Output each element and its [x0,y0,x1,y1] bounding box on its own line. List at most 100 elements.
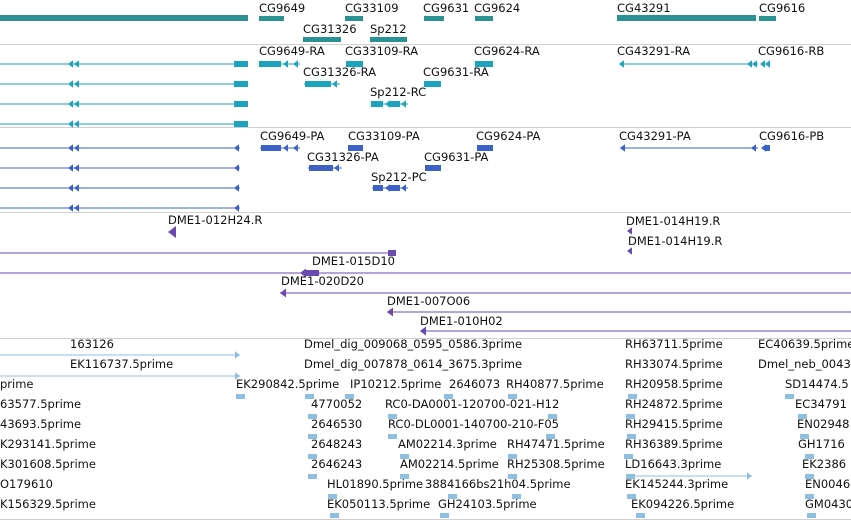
est-label[interactable]: RH25308.5prime [507,457,605,471]
clone-glyph [300,268,306,278]
protein-label[interactable]: CG9649-PA [260,129,325,143]
clone-label[interactable]: DME1-015D10 [312,254,395,268]
transcript-label[interactable]: CG43291-RA [617,44,691,58]
clone-label[interactable]: DME1-012H24.R [168,213,263,227]
est-label[interactable]: 163126 [70,337,114,351]
protein-label[interactable]: CG43291-PA [619,129,691,143]
est-glyph [388,414,397,419]
clone-glyph [387,307,393,317]
gene-glyph [345,16,363,21]
est-label[interactable]: IP10212.5prime [350,377,442,391]
transcript-label[interactable]: CG33109-RA [345,44,419,58]
est-label[interactable]: EK290842.5prime [236,377,340,391]
transcript-label[interactable]: CG31326-RA [303,65,377,79]
est-label[interactable]: RC0-DL0001-140700-210-F05 [388,417,559,431]
est-label[interactable]: 3884166bs21h04.5prime [425,477,571,491]
transcript-exon [234,121,248,127]
est-label[interactable]: EN02948 [797,417,850,431]
protein-exon [373,185,383,191]
strand-arrow [760,60,765,68]
est-label[interactable]: Dmel_neb_0043 [758,357,851,371]
est-label[interactable]: RC0-DA0001-120700-021-H12 [385,397,560,411]
strand-arrow [401,100,406,108]
est-label[interactable]: 43693.5prime [0,417,82,431]
gene-label[interactable]: CG9624 [474,1,521,15]
protein-label[interactable]: Sp212-PC [371,170,427,184]
strand-arrow [74,144,79,152]
est-label[interactable]: GH1716 [798,437,845,451]
est-label[interactable]: RH36389.5prime [625,437,723,451]
est-label[interactable]: EC40639.5prime [758,337,851,351]
est-glyph [512,494,521,499]
est-label[interactable]: K301608.5prime [0,457,96,471]
track-divider [0,212,851,213]
clone-label[interactable]: DME1-010H02 [420,314,503,328]
est-label[interactable]: 63577.5prime [0,397,82,411]
gene-label[interactable]: CG31326 [303,22,357,36]
track-divider [0,44,851,45]
est-label[interactable]: 2646530 [311,417,363,431]
transcript-label[interactable]: CG9624-RA [474,44,540,58]
est-label[interactable]: EK050113.5prime [327,497,431,511]
est-label[interactable]: HL01890.5prime [327,477,424,491]
est-glyph [440,513,449,518]
est-label[interactable]: EK2386 [802,457,847,471]
protein-label[interactable]: CG9624-PA [476,129,541,143]
clone-label[interactable]: DME1-014H19.R [628,234,723,248]
est-label[interactable]: EK145244.3prime [625,477,729,491]
est-label[interactable]: Dmel_dig_009068_0595_0586.3prime [304,337,523,351]
transcript-label[interactable]: CG9649-RA [259,44,325,58]
est-glyph [308,434,317,439]
est-label[interactable]: RH47471.5prime [507,437,605,451]
est-glyph [805,474,814,479]
gene-label[interactable]: Sp212 [370,22,407,36]
gene-label[interactable]: CG33109 [345,1,399,15]
est-label[interactable]: 2648243 [311,437,363,451]
est-label[interactable]: RH33074.5prime [625,357,723,371]
transcript-label[interactable]: CG9631-RA [423,65,489,79]
est-label[interactable]: 2646073 [449,377,501,391]
est-label[interactable]: EN0046 [805,477,851,491]
clone-label[interactable]: DME1-007O06 [387,294,471,308]
gene-label[interactable]: CG9616 [759,1,806,15]
est-label[interactable]: LD16643.3prime [625,457,722,471]
est-label[interactable]: 4770052 [311,397,363,411]
est-label[interactable]: K293141.5prime [0,437,96,451]
est-label[interactable]: GH24103.5prime [438,497,537,511]
est-label[interactable]: RH40877.5prime [506,377,604,391]
est-label[interactable]: Dmel_dig_007878_0614_3675.3prime [304,357,523,371]
transcript-label[interactable]: CG9616-RB [758,44,825,58]
est-label[interactable]: EK094226.5prime [631,497,735,511]
gene-label[interactable]: CG43291 [617,1,671,15]
est-label[interactable]: AM02214.3prime [398,437,497,451]
strand-arrow [68,120,73,128]
est-label[interactable]: AM02214.5prime [400,457,499,471]
est-label[interactable]: EC34791 [795,397,847,411]
clone-label[interactable]: DME1-014H19.R [626,214,721,228]
protein-label[interactable]: CG9616-PB [759,129,825,143]
est-glyph [636,513,645,518]
transcript-label[interactable]: Sp212-RC [370,85,427,99]
protein-label[interactable]: CG31326-PA [307,150,379,164]
strand-arrow [74,184,79,192]
est-glyph [508,474,517,479]
gene-label[interactable]: CG9631 [423,1,470,15]
est-label[interactable]: 2646243 [311,457,363,471]
est-label[interactable]: RH20958.5prime [625,377,723,391]
est-glyph [546,434,555,439]
est-label[interactable]: K156329.5prime [0,497,96,511]
est-label[interactable]: SD14474.5 [785,377,849,391]
est-label[interactable]: RH24872.5prime [625,397,723,411]
clone-label[interactable]: DME1-020D20 [281,274,364,288]
protein-label[interactable]: CG9631-PA [424,150,489,164]
est-label[interactable]: RH29415.5prime [625,417,723,431]
strand-arrow [752,60,757,68]
est-label[interactable]: EK116737.5prime [70,357,174,371]
est-label[interactable]: prime [0,377,34,391]
strand-arrow [68,100,73,108]
gene-label[interactable]: CG9649 [259,1,306,15]
protein-label[interactable]: CG33109-PA [348,129,420,143]
est-label[interactable]: GM0430 [805,497,851,511]
est-label[interactable]: RH63711.5prime [625,337,723,351]
est-label[interactable]: O179610 [0,477,53,491]
